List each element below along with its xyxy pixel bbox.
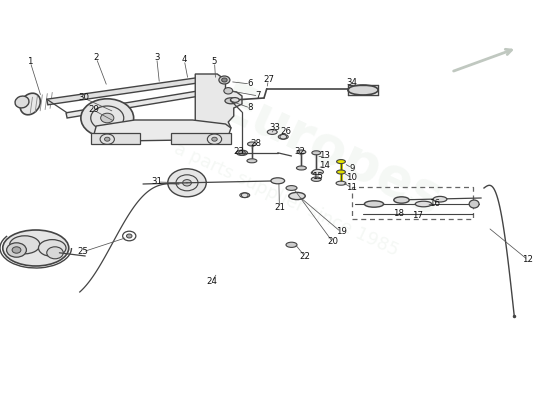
Text: 21: 21 — [274, 204, 285, 212]
Text: 32: 32 — [294, 148, 305, 156]
Text: 6: 6 — [248, 80, 253, 88]
Ellipse shape — [247, 159, 257, 163]
Ellipse shape — [337, 170, 345, 174]
Text: 11: 11 — [346, 184, 358, 192]
Circle shape — [212, 137, 217, 141]
Circle shape — [126, 234, 132, 238]
Ellipse shape — [39, 240, 66, 256]
Ellipse shape — [271, 178, 285, 184]
Circle shape — [47, 247, 63, 259]
Ellipse shape — [225, 98, 237, 104]
Text: 30: 30 — [78, 94, 89, 102]
Text: 27: 27 — [263, 76, 274, 84]
Text: 23: 23 — [234, 148, 245, 156]
Ellipse shape — [296, 166, 306, 170]
Ellipse shape — [311, 177, 321, 181]
Ellipse shape — [15, 96, 29, 108]
Ellipse shape — [311, 171, 321, 175]
Ellipse shape — [336, 181, 346, 185]
Circle shape — [104, 137, 110, 141]
Text: 2: 2 — [94, 54, 99, 62]
Ellipse shape — [240, 193, 250, 198]
Text: 13: 13 — [319, 152, 330, 160]
Ellipse shape — [469, 200, 479, 208]
Text: 29: 29 — [88, 106, 99, 114]
Circle shape — [219, 76, 230, 84]
Ellipse shape — [278, 134, 288, 139]
Ellipse shape — [297, 150, 306, 154]
Ellipse shape — [230, 98, 239, 102]
Circle shape — [101, 113, 114, 123]
Text: a parts supplier since 1985: a parts supplier since 1985 — [171, 140, 401, 260]
Text: 3: 3 — [154, 54, 160, 62]
Text: 5: 5 — [212, 58, 217, 66]
Polygon shape — [47, 77, 205, 105]
Ellipse shape — [415, 201, 432, 207]
Ellipse shape — [267, 130, 277, 134]
Ellipse shape — [337, 160, 345, 164]
Ellipse shape — [3, 230, 69, 266]
Text: 26: 26 — [280, 128, 292, 136]
Ellipse shape — [20, 93, 40, 115]
Text: 8: 8 — [248, 104, 253, 112]
Circle shape — [12, 247, 21, 253]
Text: 4: 4 — [182, 56, 187, 64]
Text: 16: 16 — [429, 200, 440, 208]
Ellipse shape — [312, 170, 323, 174]
Text: 9: 9 — [349, 164, 355, 172]
Ellipse shape — [248, 142, 256, 146]
Circle shape — [183, 180, 191, 186]
Text: 19: 19 — [336, 228, 346, 236]
Circle shape — [81, 99, 134, 137]
Ellipse shape — [289, 192, 305, 200]
Text: 20: 20 — [327, 238, 338, 246]
Circle shape — [222, 78, 227, 82]
Polygon shape — [170, 133, 231, 144]
Text: 18: 18 — [393, 210, 404, 218]
Text: 12: 12 — [522, 256, 534, 264]
Polygon shape — [91, 133, 140, 144]
Ellipse shape — [433, 196, 447, 202]
Ellipse shape — [394, 197, 409, 203]
Text: 10: 10 — [346, 174, 358, 182]
Circle shape — [224, 88, 233, 94]
Polygon shape — [94, 120, 231, 141]
Circle shape — [168, 169, 206, 197]
Ellipse shape — [348, 85, 378, 95]
Circle shape — [239, 150, 245, 155]
Text: 15: 15 — [312, 172, 323, 181]
Text: 28: 28 — [250, 140, 261, 148]
Ellipse shape — [312, 151, 321, 155]
Text: 34: 34 — [346, 78, 358, 87]
Ellipse shape — [286, 186, 297, 190]
Text: 17: 17 — [412, 211, 424, 220]
Ellipse shape — [364, 201, 384, 207]
Text: 14: 14 — [319, 162, 330, 170]
Ellipse shape — [236, 150, 248, 155]
Text: 22: 22 — [300, 252, 311, 261]
Polygon shape — [195, 74, 242, 128]
Ellipse shape — [10, 236, 40, 254]
Text: Europes: Europes — [210, 78, 450, 226]
Bar — [352, 187, 473, 219]
Text: 25: 25 — [77, 248, 88, 256]
Text: 31: 31 — [151, 178, 162, 186]
Ellipse shape — [286, 242, 297, 247]
Circle shape — [7, 243, 26, 257]
Text: 1: 1 — [28, 58, 33, 66]
Polygon shape — [66, 90, 205, 118]
Text: 33: 33 — [270, 123, 280, 132]
Text: 7: 7 — [256, 92, 261, 100]
Text: 24: 24 — [206, 278, 217, 286]
